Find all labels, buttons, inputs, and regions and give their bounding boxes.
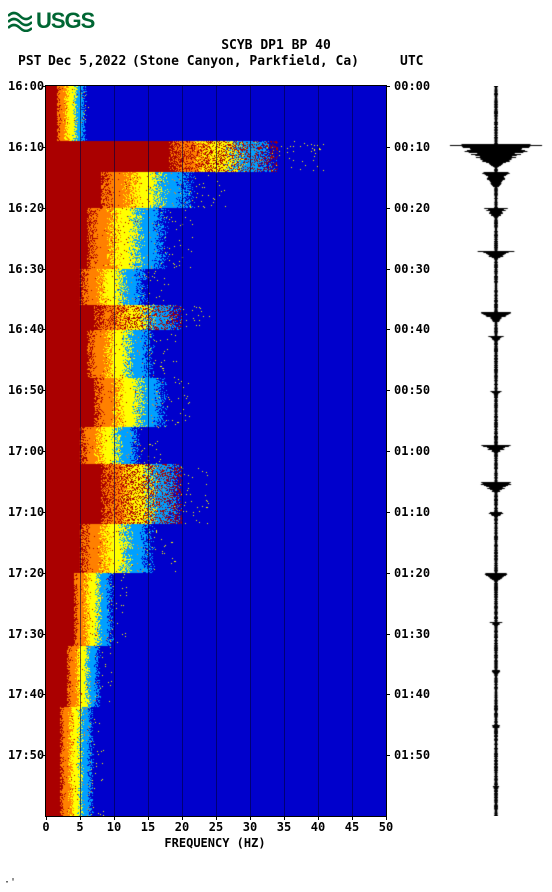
ytick-left: 16:10 — [8, 140, 44, 154]
xtick: 10 — [107, 820, 121, 834]
ytick-left: 17:00 — [8, 444, 44, 458]
xtick: 15 — [141, 820, 155, 834]
ytick-left: 17:40 — [8, 687, 44, 701]
ytick-left: 16:50 — [8, 383, 44, 397]
usgs-logo: USGS — [8, 8, 94, 34]
xtick: 5 — [76, 820, 83, 834]
xtick: 0 — [42, 820, 49, 834]
ytick-right: 01:20 — [394, 566, 430, 580]
xtick: 25 — [209, 820, 223, 834]
ytick-right: 01:10 — [394, 505, 430, 519]
ytick-left: 16:20 — [8, 201, 44, 215]
xtick: 50 — [379, 820, 393, 834]
header-location: (Stone Canyon, Parkfield, Ca) — [132, 54, 359, 69]
ytick-left: 17:20 — [8, 566, 44, 580]
chart-title: SCYB DP1 BP 40 — [0, 38, 552, 53]
xtick: 40 — [311, 820, 325, 834]
header-pst-label: PST — [18, 54, 41, 69]
ytick-right: 01:00 — [394, 444, 430, 458]
xtick: 30 — [243, 820, 257, 834]
ytick-left: 17:30 — [8, 627, 44, 641]
ytick-left: 16:00 — [8, 79, 44, 93]
x-axis-label: FREQUENCY (HZ) — [0, 836, 430, 850]
ytick-left: 16:30 — [8, 262, 44, 276]
xtick: 35 — [277, 820, 291, 834]
header-date: Dec 5,2022 — [48, 54, 126, 69]
ytick-right: 00:50 — [394, 383, 430, 397]
ytick-right: 00:30 — [394, 262, 430, 276]
seismogram-canvas — [446, 86, 546, 816]
ytick-right: 00:00 — [394, 79, 430, 93]
footer-mark: ·' — [4, 877, 16, 888]
seismogram-panel — [446, 86, 546, 816]
xtick: 20 — [175, 820, 189, 834]
usgs-logo-text: USGS — [36, 8, 94, 34]
ytick-right: 01:30 — [394, 627, 430, 641]
xtick: 45 — [345, 820, 359, 834]
ytick-right: 01:50 — [394, 748, 430, 762]
ytick-right: 00:20 — [394, 201, 430, 215]
ytick-left: 17:50 — [8, 748, 44, 762]
ytick-right: 01:40 — [394, 687, 430, 701]
usgs-waves-icon — [8, 10, 32, 32]
spectrogram-plot — [46, 86, 386, 816]
ytick-left: 16:40 — [8, 322, 44, 336]
ytick-right: 00:10 — [394, 140, 430, 154]
header-utc-label: UTC — [400, 54, 423, 69]
ytick-left: 17:10 — [8, 505, 44, 519]
page: { "logo": {"text": "USGS"}, "title": "SC… — [0, 0, 552, 892]
ytick-right: 00:40 — [394, 322, 430, 336]
